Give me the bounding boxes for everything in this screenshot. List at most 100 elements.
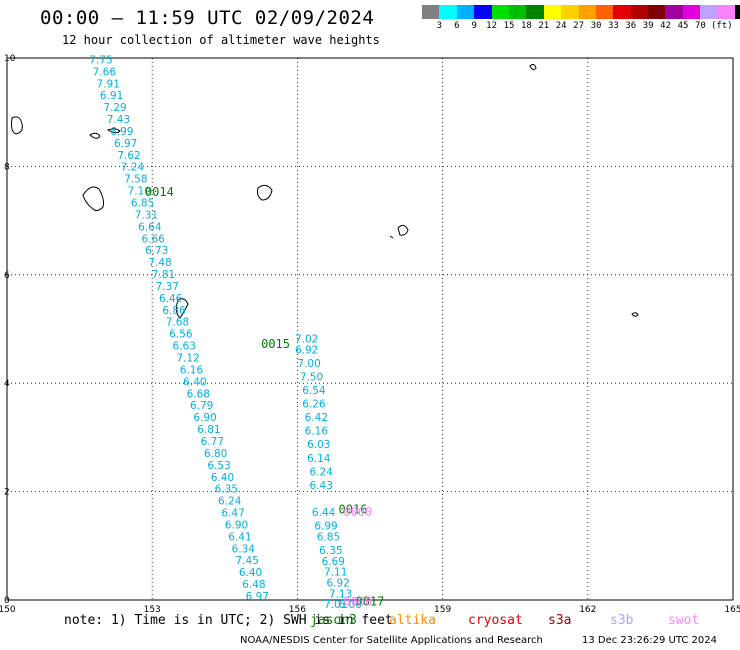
wave-height-label: 7.50 [300, 371, 323, 383]
x-tick-label: 162 [579, 605, 596, 615]
wave-height-label: 7.68 [166, 317, 189, 329]
colorbar-swatch [700, 5, 718, 19]
island-outline [389, 235, 394, 239]
wave-height-label: 6.48 [242, 579, 265, 591]
wave-height-label: 6.85 [317, 531, 340, 543]
mission-altika: altika [389, 613, 436, 628]
island-outline [175, 298, 189, 319]
colorbar-swatch [543, 5, 562, 19]
wave-height-label: 6.41 [228, 531, 251, 543]
colorbar-label: 18 [520, 21, 532, 31]
mission-s3b: s3b [610, 613, 634, 628]
wave-height-label: 6.92 [326, 577, 349, 589]
island-outline [82, 186, 104, 212]
colorbar-swatch [439, 5, 457, 19]
wave-height-label: 6.26 [302, 399, 326, 411]
x-tick-label: 156 [289, 605, 306, 615]
colorbar-label: 15 [503, 21, 515, 31]
wave-height-label: 6.34 [232, 543, 256, 555]
wave-height-label: 6.40 [239, 567, 262, 579]
colorbar-label: 39 [642, 21, 654, 31]
wave-height-label: 6.44 [312, 507, 336, 519]
wave-height-label: 6.40 [211, 472, 234, 484]
colorbar-swatch [474, 5, 492, 19]
wave-height-label: 6.64 [138, 221, 162, 233]
wave-height-label: 7.10 [128, 186, 151, 198]
colorbar-label: 70 [694, 21, 706, 31]
time-label: 0016 [339, 502, 368, 516]
wave-height-label: 6.92 [295, 344, 318, 356]
colorbar-swatch [717, 5, 736, 19]
colorbar-swatch [456, 5, 475, 19]
wave-height-label: 7.91 [97, 78, 120, 90]
wave-height-label: 6.16 [305, 426, 329, 438]
island-outline [89, 132, 101, 139]
colorbar-swatch [422, 5, 440, 19]
wave-height-label: 6.14 [307, 453, 331, 465]
wave-height-label: 7.01 [324, 599, 347, 611]
colorbar-swatch [665, 5, 683, 19]
wave-height-label: 7.11 [324, 567, 347, 579]
wave-height-label: 6.80 [204, 448, 227, 460]
wave-height-label: 6.90 [225, 519, 248, 531]
wave-height-label: 6.53 [207, 460, 230, 472]
time-label: 0015 [261, 337, 290, 351]
colorbar-swatch [561, 5, 579, 19]
island-outline [106, 128, 121, 134]
wave-height-label: 6.46 [159, 293, 183, 305]
wave-height-label: 7.29 [103, 102, 126, 114]
colorbar-swatch [648, 5, 666, 19]
wave-height-label: 6.68 [187, 388, 210, 400]
island-outline [631, 312, 639, 317]
colorbar-label: 3 [436, 21, 443, 31]
wave-height-label: 6.56 [169, 329, 193, 341]
wave-height-label: 7.37 [156, 281, 179, 293]
colorbar-swatch [578, 5, 596, 19]
wave-height-label: 6.43 [310, 480, 333, 492]
wave-height-label: 6.99 [110, 126, 133, 138]
map-subtitle: 12 hour collection of altimeter wave hei… [62, 33, 380, 47]
colorbar-swatch [508, 5, 527, 19]
y-tick-label: 6 [4, 271, 10, 281]
wave-height-label: 6.35 [319, 545, 342, 557]
footer-note: note: 1) Time is in UTC; 2) SWH is in fe… [64, 613, 393, 628]
wave-height-label: 7.75 [89, 54, 112, 66]
colorbar-swatch [630, 5, 649, 19]
mission-swot: swot [668, 613, 700, 628]
island-outline [11, 116, 23, 135]
colorbar-swatch [491, 5, 509, 19]
time-label: 0014 [145, 185, 174, 199]
wave-height-label: 6.97 [246, 591, 269, 603]
colorbar-label: 24 [555, 21, 567, 31]
wave-height-label: 6.81 [197, 424, 220, 436]
wave-height-label: 7.48 [148, 257, 171, 269]
wave-height-label: 6.42 [305, 412, 328, 424]
colorbar-label: 45 [677, 21, 689, 31]
wave-height-label: 7.00 [297, 358, 320, 370]
wave-height-label: 7.24 [121, 162, 145, 174]
wave-height-label: 6.86 [162, 305, 186, 317]
colorbar-swatch [735, 5, 740, 19]
y-tick-label: 4 [4, 379, 10, 389]
wave-height-label: 6.40 [183, 376, 206, 388]
island-outline [257, 184, 273, 201]
mission-cryosat: cryosat [468, 613, 523, 628]
wave-height-colorbar [422, 5, 740, 19]
x-tick-label: 165 [724, 605, 740, 615]
colorbar-label: 9 [471, 21, 477, 31]
y-tick-label: 2 [4, 488, 10, 498]
wave-height-label: 7.13 [329, 588, 352, 600]
colorbar-unit: (ft) [710, 21, 733, 31]
x-tick-label: 153 [144, 605, 161, 615]
wave-height-label: 6.79 [190, 400, 213, 412]
wave-height-label: 6.00 [339, 599, 362, 611]
time-label: 0017 [355, 594, 384, 608]
mission-s3a: s3a [548, 613, 572, 628]
wave-height-label: 6.73 [145, 245, 168, 257]
generated-timestamp: 13 Dec 23:26:29 UTC 2024 [582, 635, 717, 646]
island-outline [397, 224, 409, 236]
colorbar-label: 33 [607, 21, 619, 31]
island-outline [529, 63, 537, 71]
wave-height-label: 7.81 [152, 269, 175, 281]
